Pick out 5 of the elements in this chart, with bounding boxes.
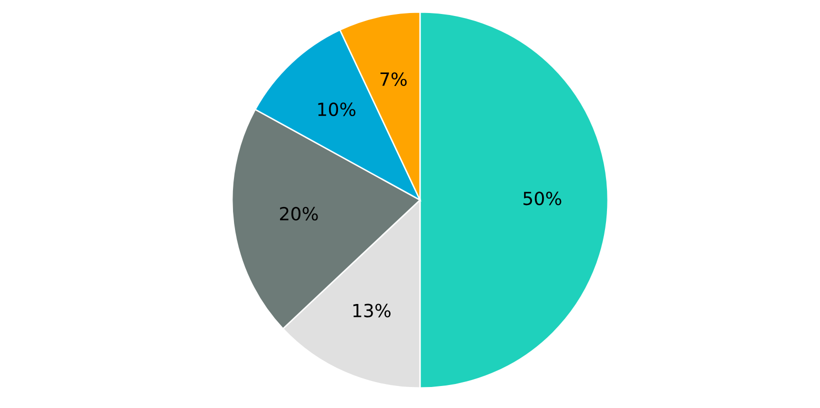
data-label: 10% — [318, 102, 356, 116]
data-label: 7% — [380, 72, 407, 86]
data-label: 50% — [524, 192, 562, 206]
data-label: 20% — [280, 206, 318, 221]
data-label: 13% — [353, 304, 391, 318]
